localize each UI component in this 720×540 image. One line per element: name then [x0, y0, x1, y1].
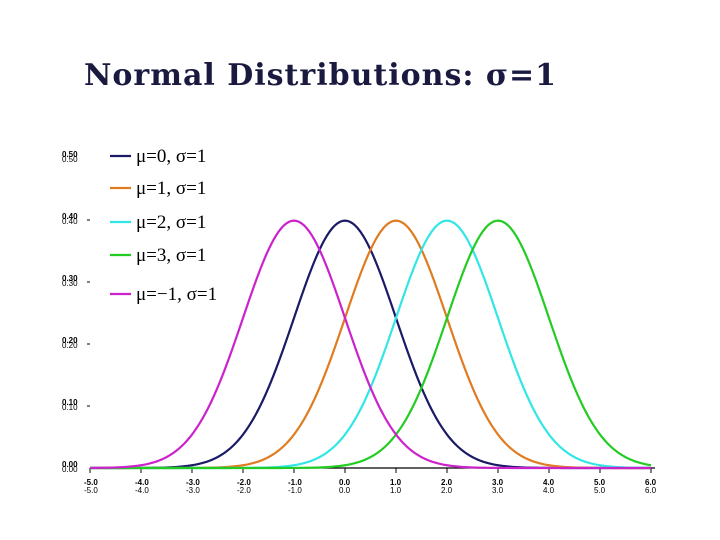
x-tick-label: 4.0 [543, 478, 555, 487]
x-tick-label: 1.0 [390, 478, 402, 487]
x-tick-label: 5.0 [594, 478, 606, 487]
y-tick-label: 0.30 [62, 274, 78, 283]
y-tick-label: 0.10 [62, 398, 78, 407]
y-tick-label: 0.40 [62, 212, 78, 221]
y-tick-label-shadow: 0.40 [62, 217, 78, 226]
series-line-4 [89, 219, 651, 470]
x-tick-label-shadow: -3.0 [186, 486, 200, 495]
y-tick-label-shadow: 0.10 [62, 403, 78, 412]
x-tick-label-shadow: 3.0 [492, 486, 504, 495]
x-tick-label-shadow: -1.0 [288, 486, 302, 495]
x-tick-label-shadow: -5.0 [84, 486, 98, 495]
legend-label-1: μ=1, σ=1 [136, 178, 206, 199]
x-tick-label: -4.0 [135, 478, 149, 487]
x-tick-label-shadow: 0.0 [339, 486, 351, 495]
legend-label-0: μ=0, σ=1 [136, 146, 206, 167]
y-tick-label: 0.50 [62, 150, 78, 159]
y-tick-label-shadow: 0.50 [62, 155, 78, 164]
x-tick-label: -2.0 [237, 478, 251, 487]
legend-label-2: μ=2, σ=1 [136, 212, 206, 233]
x-tick-label: -3.0 [186, 478, 200, 487]
x-tick-label: 0.0 [339, 478, 351, 487]
y-tick-label: 0.20 [62, 336, 78, 345]
series-line-3 [90, 219, 652, 470]
x-tick-label: -5.0 [84, 478, 98, 487]
y-tick-label: 0.00 [62, 460, 78, 469]
x-tick-label-shadow: 2.0 [441, 486, 453, 495]
x-tick-label-shadow: 4.0 [543, 486, 555, 495]
x-tick-label: 6.0 [645, 478, 657, 487]
x-tick-label: -1.0 [288, 478, 302, 487]
x-tick-label: 2.0 [441, 478, 453, 487]
chart-title: Normal Distributions: σ=1 [84, 58, 557, 93]
legend: μ=0, σ=1 μ=1, σ=1 μ=2, σ=1 μ=3, σ=1 μ=−1, σ=… [110, 146, 217, 305]
y-tick-label-shadow: 0.20 [62, 341, 78, 350]
x-tick-label-shadow: 1.0 [390, 486, 402, 495]
x-tick-label-shadow: -2.0 [237, 486, 251, 495]
legend-label-4: μ=−1, σ=1 [136, 284, 217, 305]
x-tick-label-shadow: 6.0 [645, 486, 657, 495]
x-tick-label-shadow: -4.0 [135, 486, 149, 495]
x-tick-label: 3.0 [492, 478, 504, 487]
y-tick-label-shadow: 0.00 [62, 465, 78, 474]
x-tick-label-shadow: 5.0 [594, 486, 606, 495]
plot-area: 0.000.00 0.100.10 0.200.20 0.300.30 0.400.40… [62, 150, 657, 495]
y-tick-label-shadow: 0.30 [62, 279, 78, 288]
legend-label-3: μ=3, σ=1 [136, 245, 206, 266]
